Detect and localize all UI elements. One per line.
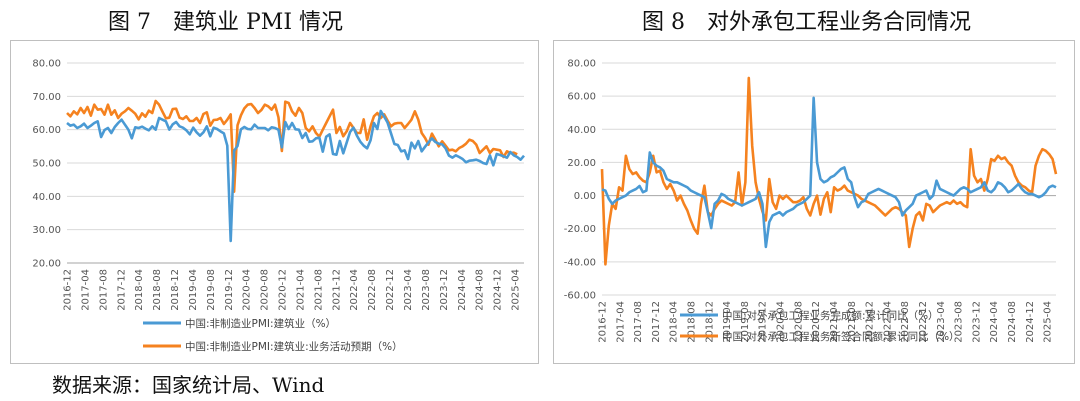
construction-pmi-plot: 20.00 30.00 40.00 50.00 60.00 70.00 80.00 2016-… bbox=[32, 59, 525, 353]
x-tick-label: 2018-04 bbox=[134, 269, 145, 311]
x-tick-label: 2016-12 bbox=[598, 301, 609, 343]
x-tick-label: 2023-04 bbox=[403, 269, 414, 311]
x-tick-label: 2017-12 bbox=[116, 269, 127, 311]
series-line-0 bbox=[66, 109, 525, 243]
x-tick-label: 2022-08 bbox=[367, 269, 378, 311]
x-tick-label: 2019-12 bbox=[758, 301, 769, 343]
x-tick-label: 2023-12 bbox=[971, 301, 982, 343]
x-tick-label: 2025-04 bbox=[1043, 301, 1054, 343]
x-tick-label: 2024-04 bbox=[457, 269, 468, 311]
x-tick-label: 2021-04 bbox=[295, 269, 306, 311]
figure-7-title: 图 7 建筑业 PMI 情况 bbox=[108, 10, 343, 35]
y-tick-label: -20.00 bbox=[564, 224, 596, 235]
x-tick-label: 2017-12 bbox=[651, 301, 662, 343]
x-tick-label: 2021-08 bbox=[313, 269, 324, 311]
x-tick-label: 2020-04 bbox=[776, 301, 787, 343]
legend-label: 中国:非制造业PMI:建筑业（%） bbox=[185, 317, 336, 330]
y-tick-label: 40.00 bbox=[567, 125, 596, 136]
x-tick-label: 2017-08 bbox=[98, 269, 109, 311]
legend-label: 中国:对外承包工程业务新签合同额:累计同比（%） bbox=[722, 330, 960, 343]
x-tick-label: 2019-12 bbox=[224, 269, 235, 311]
x-tick-label: 2024-12 bbox=[493, 269, 504, 311]
data-source-note: 数据来源：国家统计局、Wind bbox=[52, 373, 325, 397]
x-tick-label: 2019-04 bbox=[722, 301, 733, 343]
series-line-0 bbox=[601, 96, 1057, 249]
x-tick-label: 2018-08 bbox=[687, 301, 698, 343]
x-tick-label: 2021-12 bbox=[865, 301, 876, 343]
overseas-contract-chart: -60.00 -40.00 -20.00 0.00 20.00 40.00 60.00 80.… bbox=[553, 40, 1075, 364]
y-tick-label: 0.00 bbox=[574, 191, 596, 202]
x-tick-label: 2021-08 bbox=[847, 301, 858, 343]
x-tick-label: 2018-08 bbox=[152, 269, 163, 311]
legend-label: 中国:非制造业PMI:建筑业:业务活动预期（%） bbox=[185, 340, 403, 353]
x-tick-label: 2019-08 bbox=[206, 269, 217, 311]
x-tick-label: 2021-04 bbox=[829, 301, 840, 343]
x-tick-label: 2022-08 bbox=[900, 301, 911, 343]
y-tick-label: 20.00 bbox=[32, 259, 61, 270]
x-tick-label: 2018-04 bbox=[669, 301, 680, 343]
y-tick-label: 80.00 bbox=[32, 59, 61, 70]
y-tick-label: 70.00 bbox=[32, 92, 61, 103]
y-tick-label: 60.00 bbox=[567, 92, 596, 103]
x-tick-label: 2016-12 bbox=[63, 269, 74, 311]
x-tick-label: 2018-12 bbox=[704, 301, 715, 343]
x-tick-label: 2023-08 bbox=[954, 301, 965, 343]
x-tick-label: 2017-04 bbox=[80, 269, 91, 311]
y-tick-label: 60.00 bbox=[32, 125, 61, 136]
overseas-contract-plot: -60.00 -40.00 -20.00 0.00 20.00 40.00 60.00 80.… bbox=[564, 59, 1058, 343]
x-tick-label: 2022-12 bbox=[385, 269, 396, 311]
x-tick-label: 2018-12 bbox=[170, 269, 181, 311]
y-tick-label: -40.00 bbox=[564, 257, 596, 268]
x-tick-label: 2017-04 bbox=[615, 301, 626, 343]
x-tick-label: 2024-12 bbox=[1025, 301, 1036, 343]
figure-8-title: 图 8 对外承包工程业务合同情况 bbox=[642, 10, 971, 35]
x-tick-label: 2022-12 bbox=[918, 301, 929, 343]
x-tick-label: 2025-04 bbox=[511, 269, 522, 311]
x-tick-label: 2020-12 bbox=[278, 269, 289, 311]
x-tick-label: 2023-04 bbox=[936, 301, 947, 343]
y-tick-label: 30.00 bbox=[32, 225, 61, 236]
x-tick-label: 2020-08 bbox=[793, 301, 804, 343]
series-line-1 bbox=[600, 76, 1058, 266]
y-tick-label: 40.00 bbox=[32, 192, 61, 203]
x-tick-label: 2022-04 bbox=[349, 269, 360, 311]
y-tick-label: 50.00 bbox=[32, 159, 61, 170]
x-tick-label: 2021-12 bbox=[331, 269, 342, 311]
x-tick-label: 2023-08 bbox=[421, 269, 432, 311]
x-tick-label: 2019-08 bbox=[740, 301, 751, 343]
x-tick-label: 2020-08 bbox=[260, 269, 271, 311]
legend-label: 中国:对外承包工程业务完成额:累计同比（%） bbox=[722, 309, 939, 322]
series-line-1 bbox=[66, 99, 518, 193]
y-tick-label: -60.00 bbox=[564, 291, 596, 302]
x-tick-label: 2020-04 bbox=[242, 269, 253, 311]
x-tick-label: 2020-12 bbox=[811, 301, 822, 343]
construction-pmi-chart: 20.00 30.00 40.00 50.00 60.00 70.00 80.00 2016-… bbox=[10, 40, 539, 364]
x-tick-label: 2024-08 bbox=[1007, 301, 1018, 343]
y-tick-label: 80.00 bbox=[567, 59, 596, 70]
x-tick-label: 2017-08 bbox=[633, 301, 644, 343]
x-tick-label: 2019-04 bbox=[188, 269, 199, 311]
x-tick-label: 2024-08 bbox=[475, 269, 486, 311]
x-tick-label: 2024-04 bbox=[989, 301, 1000, 343]
x-tick-label: 2023-12 bbox=[439, 269, 450, 311]
y-tick-label: 20.00 bbox=[567, 158, 596, 169]
x-tick-label: 2022-04 bbox=[882, 301, 893, 343]
